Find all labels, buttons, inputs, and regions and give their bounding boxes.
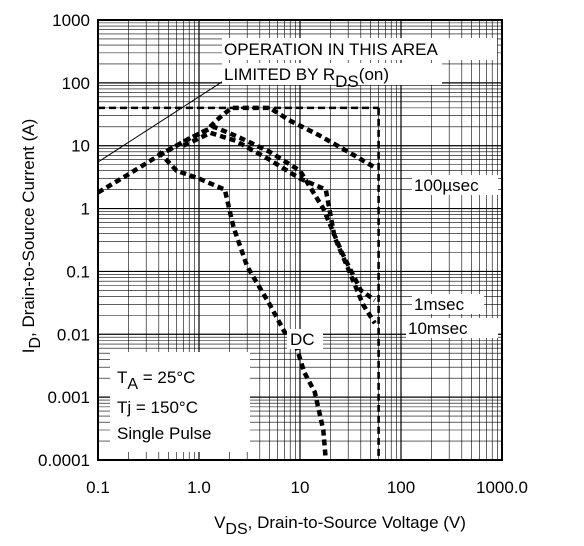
label-100us: 100µsec	[414, 176, 479, 195]
y-tick-label: 0.01	[57, 325, 90, 344]
y-tick-label: 1000	[52, 11, 90, 30]
y-tick-label: 10	[71, 137, 90, 156]
x-axis-title: VDS, Drain-to-Source Voltage (V)	[214, 513, 466, 538]
curve-labels: 100µsec 1msec 10msec DC	[287, 175, 498, 349]
rds-annotation-line1: OPERATION IN THIS AREA	[224, 40, 438, 59]
rds-annotation-sub: DS	[335, 72, 359, 91]
y-axis-title-rest: , Drain-to-Source Current (A)	[19, 119, 38, 337]
rds-annotation-main: LIMITED BY R	[224, 65, 335, 84]
x-tick-label: 10	[291, 478, 310, 497]
rds-annotation: OPERATION IN THIS AREA LIMITED BY RDS(on…	[222, 38, 497, 91]
y-tick-label: 1	[81, 200, 90, 219]
label-100us-bg	[412, 175, 498, 195]
label-1ms-bg	[412, 294, 484, 314]
x-tick-labels: 0.1 1.0 10 100 1000.0	[86, 478, 528, 497]
rds-annotation-line2: LIMITED BY RDS(on)	[224, 65, 389, 91]
y-tick-label: 0.1	[66, 262, 90, 281]
condition-ta: TA = 25°C	[117, 368, 195, 393]
curve-10ms	[182, 130, 377, 325]
label-10ms-bg	[406, 318, 498, 338]
soa-limits	[97, 75, 380, 460]
x-axis-title-sub: DS	[225, 521, 247, 538]
x-axis-title-main: V	[214, 513, 226, 532]
x-tick-label: 1000.0	[476, 478, 528, 497]
condition-pulse: Single Pulse	[117, 424, 212, 443]
rds-annotation-bg-1	[222, 38, 497, 60]
label-10ms: 10msec	[408, 319, 468, 338]
y-axis-title-sub: D	[27, 337, 44, 349]
x-tick-label: 0.1	[86, 478, 110, 497]
curve-dc	[157, 150, 329, 461]
condition-ta-sub: A	[127, 376, 138, 393]
curve-100us	[96, 105, 376, 195]
rds-on-leader-line	[97, 75, 232, 163]
condition-ta-main: T	[117, 368, 127, 387]
conditions-box: TA = 25°C Tj = 150°C Single Pulse	[110, 352, 250, 452]
label-dc-bg	[287, 329, 323, 349]
x-axis-title-rest: , Drain-to-Source Voltage (V)	[248, 513, 466, 532]
condition-tj: Tj = 150°C	[117, 398, 198, 417]
plot-frame	[97, 19, 503, 461]
condition-ta-rest: = 25°C	[138, 368, 195, 387]
y-tick-label: 100	[62, 74, 90, 93]
label-1ms: 1msec	[414, 295, 465, 314]
y-tick-labels: 1000 100 10 1 0.1 0.01 0.001 0.0001	[38, 11, 90, 470]
curves	[96, 105, 377, 461]
rds-annotation-tail: (on)	[359, 65, 389, 84]
conditions-bg	[110, 352, 250, 452]
x-tick-label: 1.0	[187, 478, 211, 497]
y-axis-title: ID, Drain-to-Source Current (A)	[19, 119, 44, 354]
rds-annotation-bg-2	[222, 63, 442, 85]
y-tick-label: 0.0001	[38, 451, 90, 470]
y-tick-label: 0.001	[47, 388, 90, 407]
label-dc: DC	[290, 330, 315, 349]
y-axis-title-main: I	[19, 349, 38, 354]
x-tick-label: 100	[387, 478, 415, 497]
